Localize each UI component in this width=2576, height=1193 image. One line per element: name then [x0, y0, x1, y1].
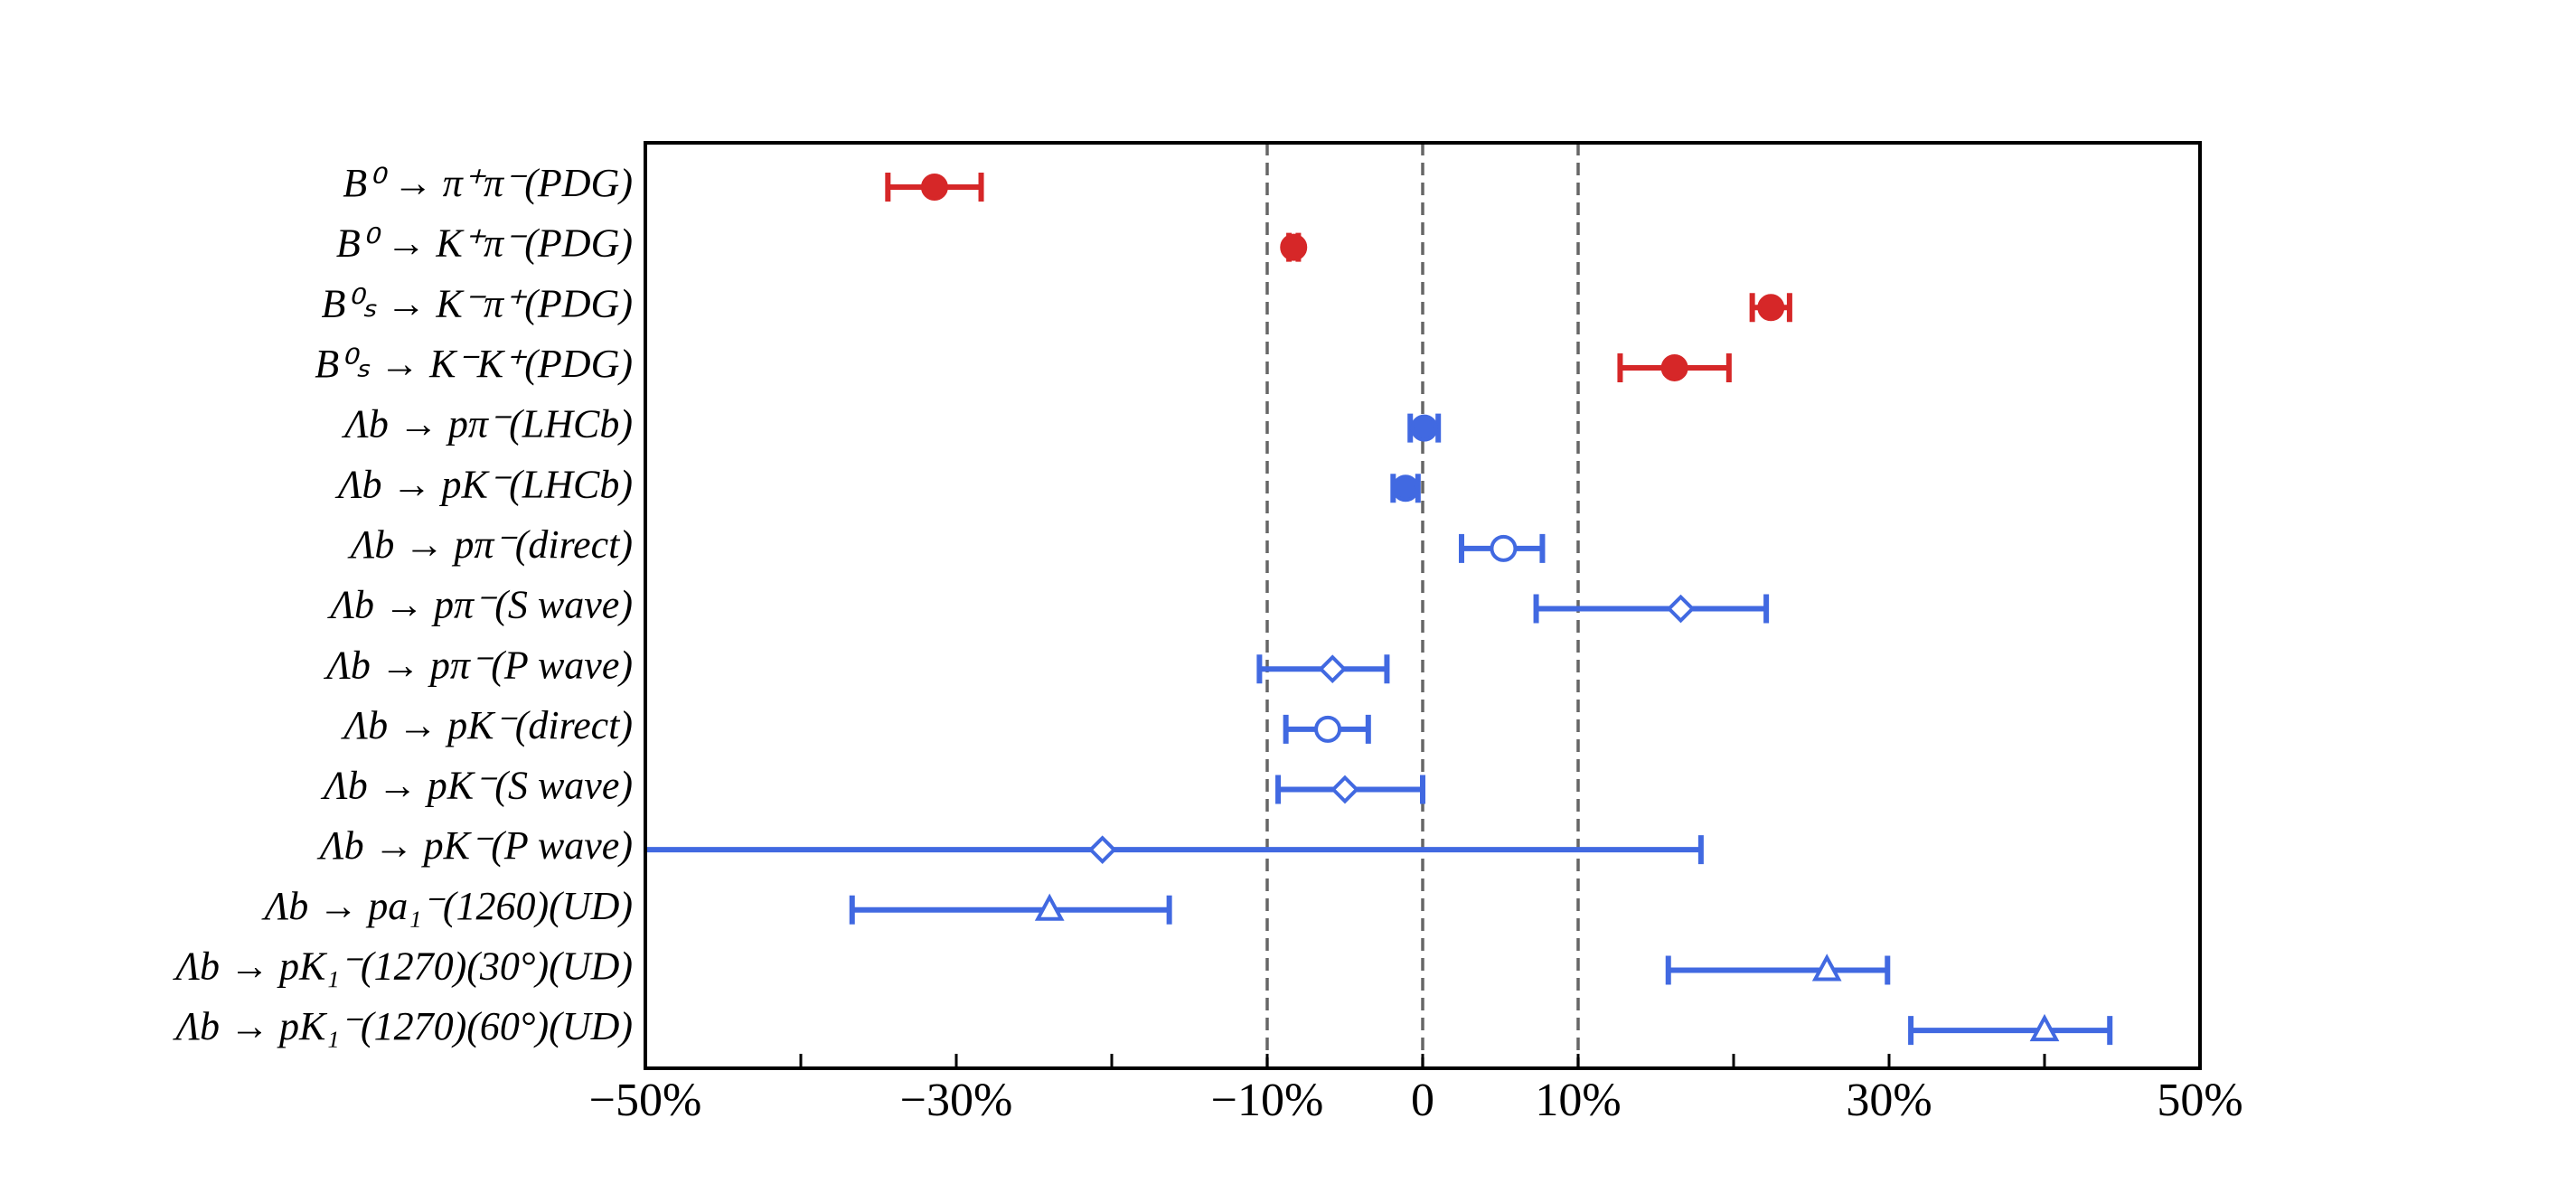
category-label: B⁰ → π⁺π⁻(PDG) — [343, 161, 633, 205]
category-label: Λb → pK⁻(S wave) — [320, 764, 633, 808]
point — [1330, 775, 1359, 804]
point — [2029, 1013, 2060, 1042]
category-label: Λb → pπ⁻(direct) — [347, 522, 633, 567]
point — [1757, 294, 1785, 322]
point — [1410, 414, 1438, 442]
category-label: Λb → pπ⁻(S wave) — [326, 583, 633, 627]
category-label: Λb → pK₁⁻(1270)(60°)(UD) — [172, 1004, 633, 1048]
point — [920, 174, 948, 201]
category-label: B⁰ₛ → K⁻K⁺(PDG) — [315, 342, 633, 386]
point — [1490, 534, 1518, 562]
x-tick-label: 50% — [2157, 1075, 2242, 1126]
category-label: Λb → pπ⁻(LHCb) — [341, 402, 633, 446]
point — [1280, 233, 1308, 261]
x-tick-label: 10% — [1535, 1075, 1621, 1126]
category-label: Λb → pK⁻(P wave) — [316, 823, 633, 868]
category-label: Λb → pK⁻(direct) — [341, 703, 633, 747]
x-tick-label: −50% — [589, 1075, 702, 1126]
point — [1660, 353, 1688, 381]
category-label: B⁰ₛ → K⁻π⁺(PDG) — [321, 281, 633, 325]
category-label: B⁰ → K⁺π⁻(PDG) — [336, 221, 633, 266]
point — [1314, 715, 1342, 743]
x-tick-label: 30% — [1846, 1075, 1932, 1126]
x-tick-label: −10% — [1211, 1075, 1324, 1126]
point — [1666, 594, 1696, 624]
category-label: Λb → pK⁻(LHCb) — [334, 462, 633, 506]
x-tick-label: 0 — [1411, 1075, 1434, 1126]
category-label: Λb → pK₁⁻(1270)(30°)(UD) — [172, 944, 633, 989]
point — [1318, 654, 1348, 684]
point — [1034, 893, 1065, 921]
category-label: Λb → pπ⁻(P wave) — [323, 643, 633, 687]
point — [1811, 953, 1842, 982]
point — [1392, 474, 1420, 503]
category-label: Λb → pa₁⁻(1260)(UD) — [261, 884, 633, 928]
point — [1087, 835, 1117, 864]
x-tick-label: −30% — [900, 1075, 1013, 1126]
